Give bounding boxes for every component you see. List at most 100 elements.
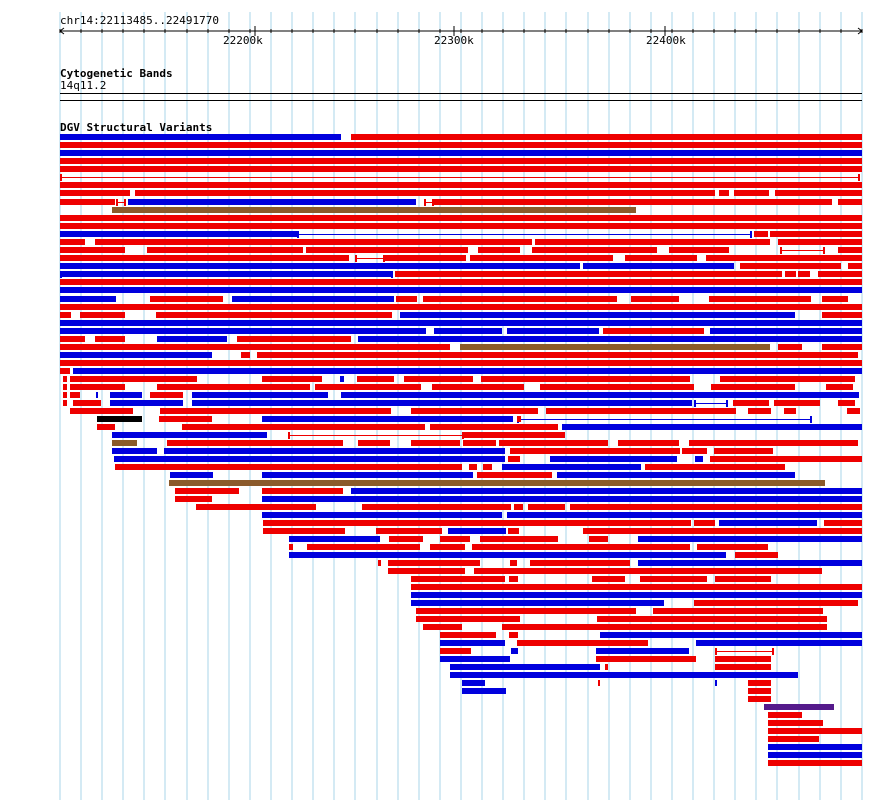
structural-variant[interactable] <box>60 279 862 285</box>
structural-variant[interactable] <box>510 560 517 566</box>
structural-variant[interactable] <box>60 182 862 188</box>
structural-variant[interactable] <box>175 496 212 502</box>
structural-variant[interactable] <box>60 231 297 237</box>
structural-variant[interactable] <box>546 408 736 414</box>
structural-variant[interactable] <box>719 520 817 526</box>
structural-variant[interactable] <box>778 239 862 245</box>
structural-variant[interactable] <box>114 456 505 462</box>
structural-variant[interactable] <box>715 656 771 662</box>
structural-variant[interactable] <box>689 440 858 446</box>
structural-variant[interactable] <box>764 704 834 710</box>
structural-variant[interactable] <box>694 600 858 606</box>
structural-variant[interactable] <box>416 608 636 614</box>
structural-variant[interactable] <box>798 271 810 277</box>
structural-variant[interactable] <box>395 271 782 277</box>
structural-variant[interactable] <box>95 239 532 245</box>
structural-variant[interactable] <box>778 344 802 350</box>
structural-variant[interactable] <box>596 656 696 662</box>
structural-variant[interactable] <box>237 336 351 342</box>
structural-variant[interactable] <box>695 456 703 462</box>
structural-variant[interactable] <box>748 688 771 694</box>
structural-variant[interactable] <box>470 255 613 261</box>
structural-variant[interactable] <box>448 528 506 534</box>
structural-variant[interactable] <box>60 336 85 342</box>
structural-variant[interactable] <box>60 304 862 310</box>
structural-variant[interactable] <box>838 400 855 406</box>
structural-variant[interactable] <box>115 464 462 470</box>
structural-variant[interactable] <box>696 640 862 646</box>
structural-variant[interactable] <box>112 448 157 454</box>
structural-variant[interactable] <box>241 352 250 358</box>
structural-variant[interactable] <box>710 456 862 462</box>
structural-variant[interactable] <box>60 328 426 334</box>
structural-variant[interactable] <box>474 568 822 574</box>
structural-variant[interactable] <box>307 544 420 550</box>
structural-variant[interactable] <box>156 312 392 318</box>
structural-variant[interactable] <box>469 464 477 470</box>
structural-variant[interactable] <box>735 552 778 558</box>
structural-variant[interactable] <box>60 190 130 196</box>
structural-variant[interactable] <box>60 344 450 350</box>
structural-variant[interactable] <box>847 408 860 414</box>
structural-variant[interactable] <box>411 600 664 606</box>
structural-variant[interactable] <box>669 247 729 253</box>
structural-variant[interactable] <box>306 247 468 253</box>
structural-variant[interactable] <box>160 408 391 414</box>
structural-variant[interactable] <box>768 736 819 742</box>
structural-variant[interactable] <box>535 239 770 245</box>
structural-variant[interactable] <box>63 376 67 382</box>
structural-variant[interactable] <box>60 352 212 358</box>
structural-variant[interactable] <box>477 472 552 478</box>
structural-variant[interactable] <box>822 312 862 318</box>
structural-variant[interactable] <box>97 416 142 422</box>
structural-variant[interactable] <box>714 448 773 454</box>
structural-variant[interactable] <box>70 384 125 390</box>
structural-variant[interactable] <box>509 632 518 638</box>
structural-variant[interactable] <box>625 255 697 261</box>
structural-variant[interactable] <box>645 464 785 470</box>
structural-variant[interactable] <box>376 528 442 534</box>
structural-variant[interactable] <box>263 520 691 526</box>
structural-variant[interactable] <box>848 263 862 269</box>
structural-variant[interactable] <box>510 448 680 454</box>
structural-variant[interactable] <box>768 720 823 726</box>
structural-variant[interactable] <box>754 231 768 237</box>
structural-variant[interactable] <box>112 440 137 446</box>
structural-variant[interactable] <box>719 190 729 196</box>
structural-variant[interactable] <box>358 336 862 342</box>
structural-variant[interactable] <box>112 432 267 438</box>
structural-variant[interactable] <box>711 384 795 390</box>
structural-variant[interactable] <box>411 592 862 598</box>
structural-variant[interactable] <box>748 696 771 702</box>
structural-variant[interactable] <box>734 190 769 196</box>
structural-variant[interactable] <box>357 376 394 382</box>
structural-variant[interactable] <box>388 560 480 566</box>
structural-variant[interactable] <box>96 392 98 398</box>
structural-variant[interactable] <box>508 528 519 534</box>
structural-variant[interactable] <box>460 344 770 350</box>
structural-variant[interactable] <box>557 472 795 478</box>
structural-variant[interactable] <box>697 544 768 550</box>
structural-variant[interactable] <box>411 440 460 446</box>
structural-variant[interactable] <box>423 624 462 630</box>
structural-variant[interactable] <box>150 392 183 398</box>
structural-variant[interactable] <box>358 440 390 446</box>
structural-variant[interactable] <box>434 328 502 334</box>
structural-variant[interactable] <box>432 384 524 390</box>
structural-variant[interactable] <box>784 408 796 414</box>
structural-variant[interactable] <box>70 408 133 414</box>
structural-variant[interactable] <box>818 271 862 277</box>
structural-variant[interactable] <box>638 560 862 566</box>
structural-variant[interactable] <box>289 544 293 550</box>
structural-variant[interactable] <box>262 376 322 382</box>
structural-variant[interactable] <box>63 392 67 398</box>
structural-variant[interactable] <box>340 376 344 382</box>
structural-variant[interactable] <box>430 424 558 430</box>
structural-variant[interactable] <box>147 247 303 253</box>
structural-variant[interactable] <box>824 520 862 526</box>
structural-variant[interactable] <box>570 504 862 510</box>
structural-variant[interactable] <box>262 416 513 422</box>
structural-variant[interactable] <box>583 528 862 534</box>
structural-variant[interactable] <box>175 488 239 494</box>
